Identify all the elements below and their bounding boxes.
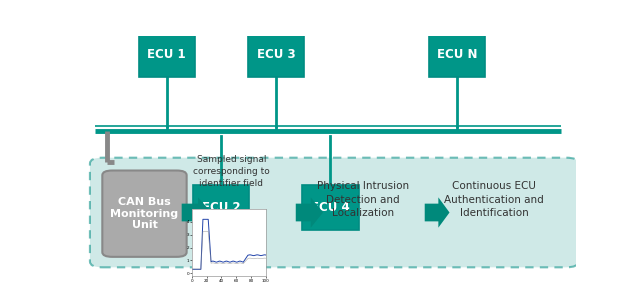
- Polygon shape: [296, 197, 323, 228]
- FancyBboxPatch shape: [90, 158, 579, 267]
- Text: ECU 4: ECU 4: [311, 201, 350, 214]
- FancyBboxPatch shape: [193, 185, 250, 230]
- FancyBboxPatch shape: [429, 32, 485, 77]
- FancyBboxPatch shape: [303, 185, 358, 230]
- Text: Physical Intrusion
Detection and
Localization: Physical Intrusion Detection and Localiz…: [317, 181, 409, 218]
- FancyBboxPatch shape: [102, 171, 187, 257]
- Polygon shape: [182, 197, 211, 228]
- Text: ECU 1: ECU 1: [147, 48, 186, 61]
- Text: Continuous ECU
Authentication and
Identification: Continuous ECU Authentication and Identi…: [444, 181, 544, 218]
- Text: CAN Bus
Monitoring
Unit: CAN Bus Monitoring Unit: [111, 197, 179, 230]
- Text: ECU N: ECU N: [436, 48, 477, 61]
- FancyBboxPatch shape: [248, 32, 304, 77]
- Text: ECU 3: ECU 3: [257, 48, 295, 61]
- Text: ECU 2: ECU 2: [202, 201, 241, 214]
- FancyBboxPatch shape: [139, 32, 195, 77]
- Text: Sampled signal
corresponding to
identifier field: Sampled signal corresponding to identifi…: [193, 155, 269, 188]
- Polygon shape: [425, 197, 449, 228]
